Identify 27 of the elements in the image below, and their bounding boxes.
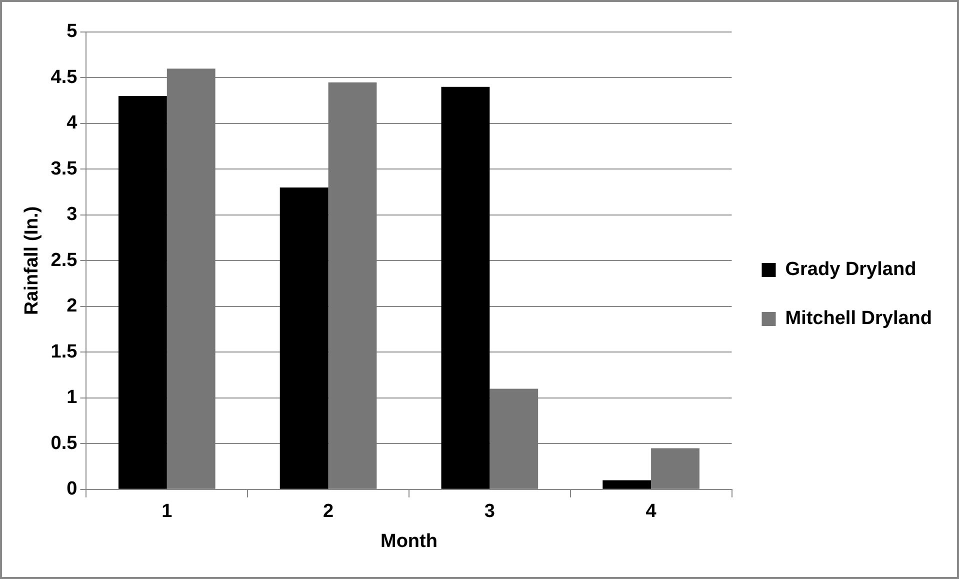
y-tick-label: 0.5 — [50, 432, 78, 454]
x-axis-title: Month — [380, 530, 438, 552]
y-tick-label: 2.5 — [50, 250, 78, 271]
bar — [441, 86, 490, 489]
x-tick-label: 1 — [162, 501, 173, 522]
bar — [118, 96, 167, 489]
y-tick-label: 5 — [66, 21, 78, 42]
bar — [651, 448, 700, 489]
y-tick-label: 4.5 — [50, 66, 78, 88]
y-axis-title: Rainfall (In.) — [22, 206, 43, 316]
y-tick-label: 3.5 — [50, 158, 78, 180]
y-tick-label: 1.5 — [50, 341, 78, 362]
legend-label: Mitchell Dryland — [785, 308, 932, 330]
bar — [602, 480, 652, 489]
bar — [280, 188, 328, 489]
y-tick-label: 4 — [66, 112, 78, 134]
y-tick-label: 2 — [66, 296, 78, 317]
y-tick-label: 3 — [66, 204, 78, 226]
x-tick-label: 4 — [646, 501, 657, 522]
x-tick-label: 3 — [484, 501, 495, 522]
legend-label: Grady Dryland — [785, 259, 916, 280]
bar — [166, 68, 216, 489]
x-tick-label: 2 — [323, 501, 334, 522]
y-tick-label: 0 — [66, 478, 78, 500]
bar — [490, 388, 538, 489]
y-tick-label: 1 — [66, 387, 78, 408]
bar — [328, 82, 377, 489]
